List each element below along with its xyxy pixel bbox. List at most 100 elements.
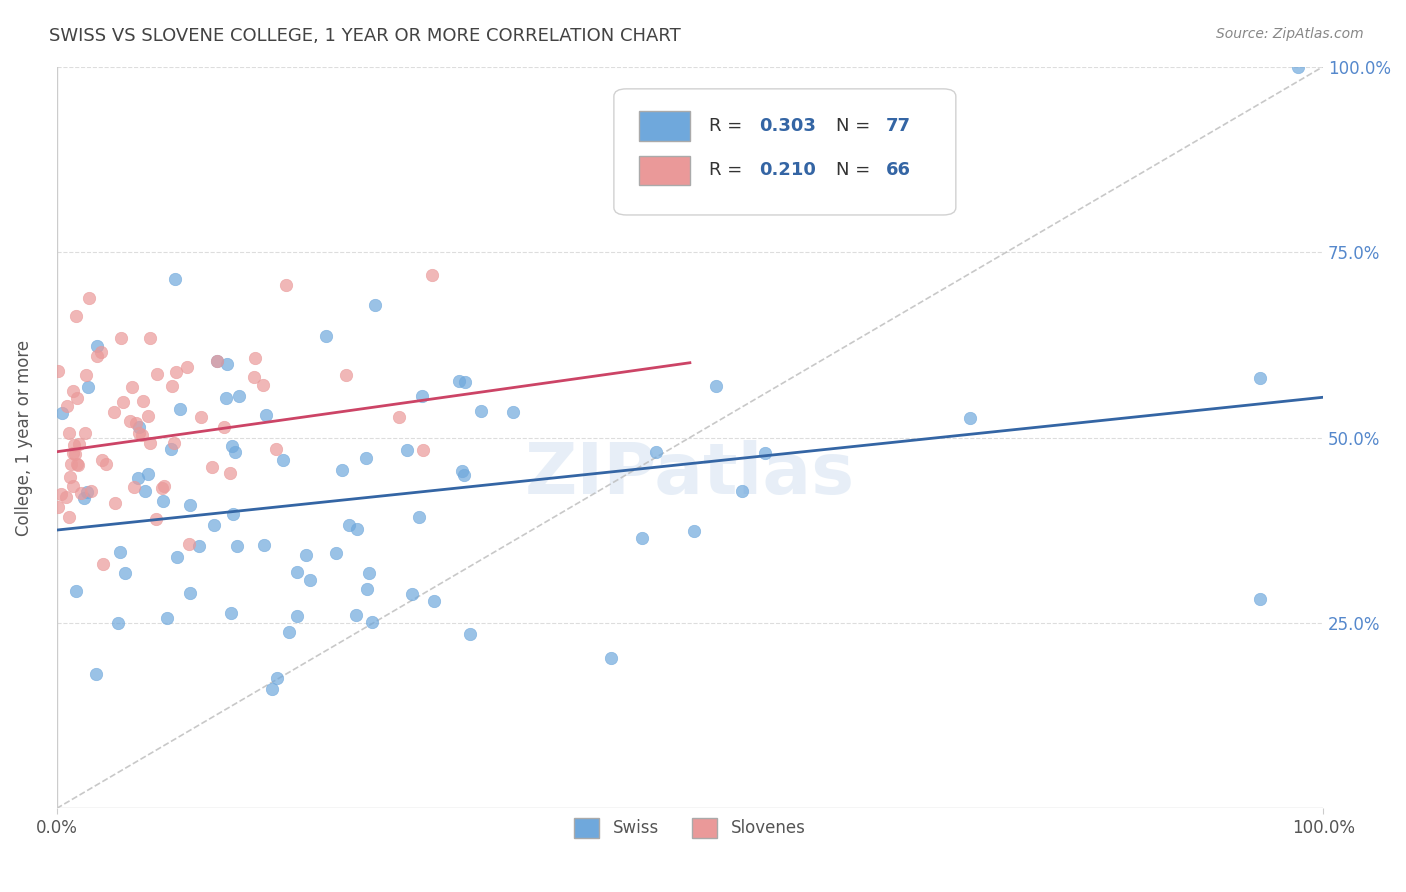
Point	[346, 522, 368, 536]
Point	[337, 517, 360, 532]
Point	[262, 682, 284, 697]
Point	[169, 401, 191, 416]
Point	[645, 445, 668, 459]
Point	[202, 518, 225, 533]
Point	[70, 486, 93, 500]
Point	[176, 359, 198, 374]
Point	[959, 410, 981, 425]
Point	[470, 404, 492, 418]
Point	[330, 462, 353, 476]
Point	[207, 354, 229, 368]
Point	[66, 458, 89, 473]
Point	[132, 393, 155, 408]
Point	[1249, 592, 1271, 607]
Point	[46, 500, 69, 514]
Point	[187, 539, 209, 553]
Point	[134, 484, 156, 499]
Point	[128, 419, 150, 434]
Point	[356, 582, 378, 597]
Text: ZIPatlas: ZIPatlas	[524, 440, 855, 509]
Point	[86, 350, 108, 364]
Point	[458, 627, 481, 641]
Point	[388, 410, 411, 425]
Point	[449, 374, 471, 388]
Text: 66: 66	[886, 161, 911, 179]
Point	[160, 442, 183, 457]
Point	[62, 479, 84, 493]
Point	[395, 442, 418, 457]
Point	[107, 616, 129, 631]
Point	[228, 388, 250, 402]
Point	[356, 451, 378, 466]
Point	[285, 565, 308, 579]
Point	[1286, 60, 1309, 74]
Point	[59, 470, 82, 484]
Text: N =: N =	[835, 161, 876, 179]
Point	[73, 426, 96, 441]
Text: R =: R =	[709, 161, 748, 179]
FancyBboxPatch shape	[640, 155, 690, 186]
Point	[271, 453, 294, 467]
Text: R =: R =	[709, 117, 748, 135]
Point	[731, 483, 754, 498]
Point	[76, 485, 98, 500]
Point	[136, 467, 159, 482]
Point	[145, 368, 167, 382]
Point	[121, 379, 143, 393]
Point	[145, 512, 167, 526]
Point	[254, 408, 277, 422]
Point	[91, 557, 114, 571]
Point	[120, 414, 142, 428]
Point	[56, 399, 79, 413]
Point	[179, 498, 201, 512]
Point	[136, 409, 159, 423]
Point	[66, 458, 89, 472]
Point	[408, 510, 430, 524]
Point	[63, 447, 86, 461]
Point	[412, 443, 434, 458]
Point	[266, 442, 288, 457]
Point	[364, 298, 387, 312]
Point	[299, 573, 322, 587]
FancyBboxPatch shape	[614, 89, 956, 215]
Point	[128, 425, 150, 440]
Point	[423, 593, 446, 607]
Point	[502, 405, 524, 419]
Point	[65, 310, 87, 324]
Point	[344, 608, 367, 623]
Point	[62, 384, 84, 398]
Point	[217, 357, 239, 371]
Point	[75, 368, 97, 383]
Point	[139, 331, 162, 345]
Point	[451, 464, 474, 478]
Point	[152, 493, 174, 508]
Point	[190, 409, 212, 424]
Point	[1249, 371, 1271, 385]
Point	[277, 624, 299, 639]
Point	[285, 609, 308, 624]
Point	[114, 566, 136, 581]
Point	[165, 366, 187, 380]
Point	[110, 330, 132, 344]
Point	[150, 481, 173, 495]
Point	[110, 545, 132, 559]
Point	[163, 436, 186, 450]
Point	[166, 549, 188, 564]
Point	[704, 379, 727, 393]
Point	[86, 339, 108, 353]
Point	[127, 471, 149, 485]
Point	[139, 435, 162, 450]
Point	[682, 524, 704, 538]
Point	[162, 379, 184, 393]
Point	[361, 615, 384, 630]
Point	[630, 531, 652, 545]
Point	[103, 496, 125, 510]
Text: 0.210: 0.210	[759, 161, 817, 179]
Point	[225, 539, 247, 553]
Point	[207, 353, 229, 368]
Point	[77, 291, 100, 305]
Point	[60, 457, 83, 471]
Point	[420, 268, 443, 282]
Point	[73, 491, 96, 505]
Point	[125, 416, 148, 430]
